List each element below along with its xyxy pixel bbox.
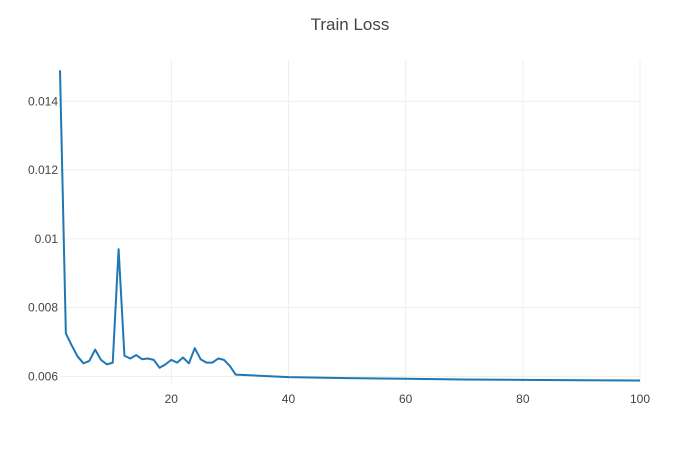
y-tick-label: 0.014: [28, 94, 58, 108]
y-axis-ticks: 0.006 0.008 0.01 0.012 0.014: [28, 94, 58, 383]
grid: [60, 60, 641, 385]
series-line: [59, 70, 641, 382]
y-tick-label: 0.01: [35, 232, 59, 246]
y-tick-label: 0.008: [28, 301, 58, 315]
x-tick-label: 40: [282, 392, 296, 406]
x-tick-label: 20: [165, 392, 179, 406]
x-axis-ticks: 20 40 60 80 100: [165, 392, 651, 406]
y-tick-label: 0.006: [28, 369, 58, 383]
chart-title: Train Loss: [311, 15, 390, 34]
series-layer: [59, 70, 641, 382]
x-tick-label: 80: [516, 392, 530, 406]
x-tick-label: 100: [630, 392, 650, 406]
y-tick-label: 0.012: [28, 163, 58, 177]
x-tick-label: 60: [399, 392, 413, 406]
